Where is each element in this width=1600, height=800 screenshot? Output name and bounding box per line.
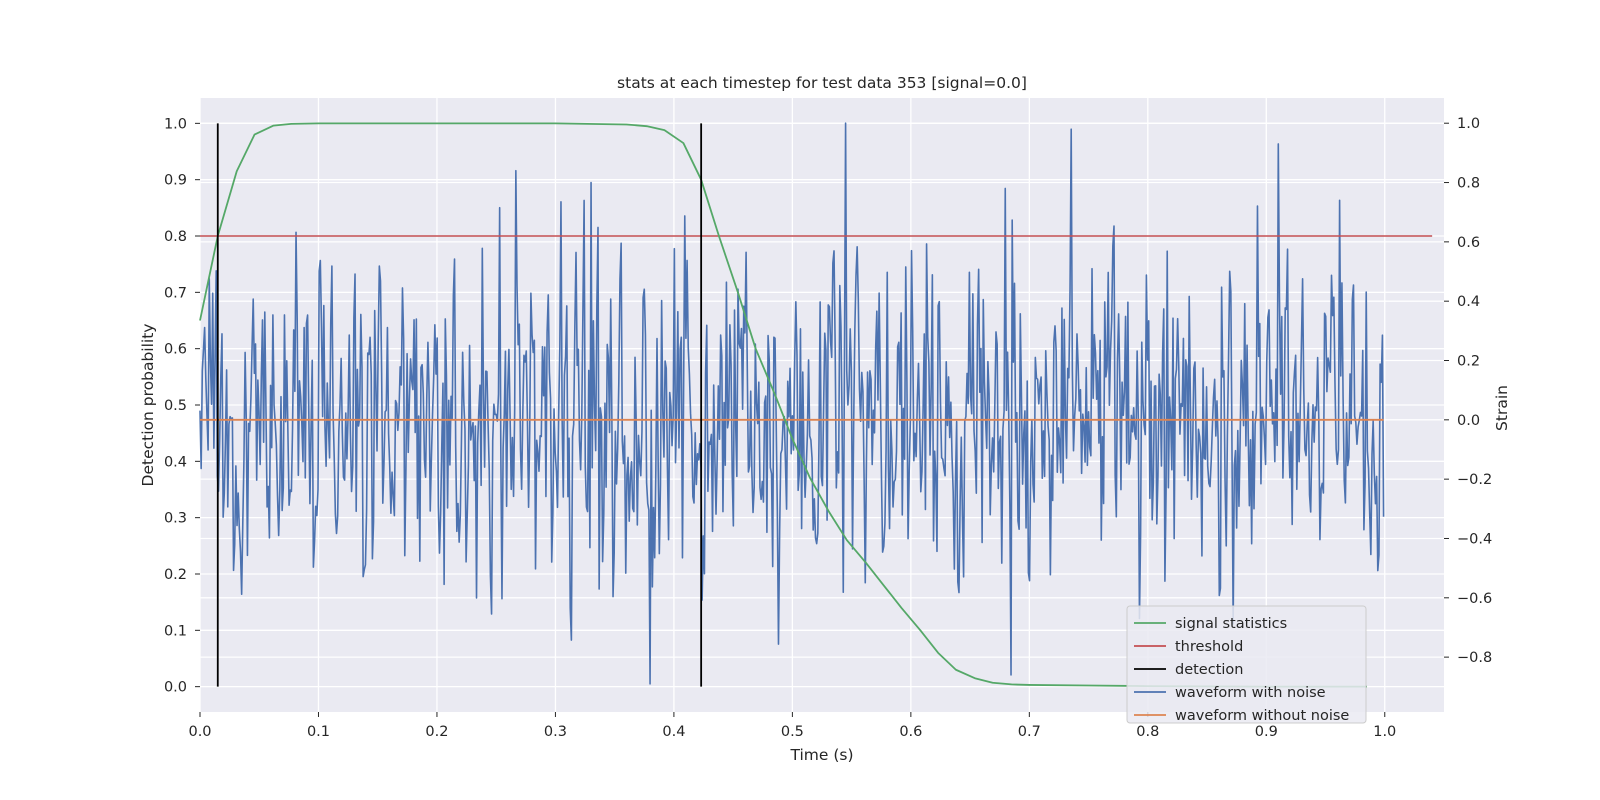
y-tick-label: 0.3 xyxy=(164,511,187,527)
y2-tick-label: 0.8 xyxy=(1457,176,1480,192)
series-waveform-with-noise xyxy=(199,122,1385,685)
x-tick-label: 0.8 xyxy=(1136,724,1159,740)
x-axis-label: Time (s) xyxy=(789,746,853,764)
y-tick-label: 0.1 xyxy=(164,623,187,639)
x-tick-label: 0.5 xyxy=(781,724,804,740)
y2-tick-label: −0.6 xyxy=(1457,591,1492,607)
y-axis-label: Detection probability xyxy=(139,324,157,487)
y2-tick-label: −0.2 xyxy=(1457,472,1492,488)
y2-tick-label: 0.0 xyxy=(1457,413,1480,429)
legend-label: threshold xyxy=(1175,639,1243,655)
legend-label: waveform without noise xyxy=(1175,708,1349,724)
series-signal-statistics xyxy=(199,122,1367,688)
y2-tick-label: −0.8 xyxy=(1457,650,1492,666)
y-tick-label: 0.6 xyxy=(164,342,187,358)
legend-label: waveform with noise xyxy=(1175,685,1326,701)
x-tick-label: 0.6 xyxy=(899,724,922,740)
y-tick-label: 0.0 xyxy=(164,680,187,696)
x-tick-label: 0.7 xyxy=(1018,724,1041,740)
y2-tick-label: 0.4 xyxy=(1457,294,1480,310)
legend-label: detection xyxy=(1175,662,1243,678)
y-tick-label: 0.4 xyxy=(164,454,187,470)
legend-label: signal statistics xyxy=(1175,616,1287,632)
y-tick-label: 0.2 xyxy=(164,567,187,583)
y2-tick-label: 1.0 xyxy=(1457,116,1480,132)
y-tick-label: 0.5 xyxy=(164,398,187,414)
x-tick-label: 0.0 xyxy=(188,724,211,740)
legend: signal statistics threshold detection wavef… xyxy=(1126,605,1367,724)
x-tick-label: 0.4 xyxy=(662,724,685,740)
y-tick-label: 0.8 xyxy=(164,229,187,245)
y2-tick-label: 0.6 xyxy=(1457,235,1480,251)
x-tick-label: 0.1 xyxy=(307,724,330,740)
x-tick-label: 0.9 xyxy=(1255,724,1278,740)
chart-title: stats at each timestep for test data 353… xyxy=(617,74,1027,92)
x-tick-label: 0.2 xyxy=(425,724,448,740)
y-tick-label: 0.7 xyxy=(164,285,187,301)
x-tick-label: 1.0 xyxy=(1373,724,1396,740)
y2-tick-label: 0.2 xyxy=(1457,354,1480,370)
series-layer xyxy=(199,122,1433,688)
y-tick-label: 1.0 xyxy=(164,116,187,132)
x-tick-label: 0.3 xyxy=(544,724,567,740)
y2-axis-label: Strain xyxy=(1493,385,1511,431)
ticks: 0.0 0.1 0.2 0.3 0.4 0.5 0.6 0.7 0.8 0.9 1.0 0.0 0.1 0… xyxy=(164,116,1492,740)
legend-box xyxy=(1126,605,1367,724)
y2-tick-label: −0.4 xyxy=(1457,531,1492,547)
y-tick-label: 0.9 xyxy=(164,173,187,189)
